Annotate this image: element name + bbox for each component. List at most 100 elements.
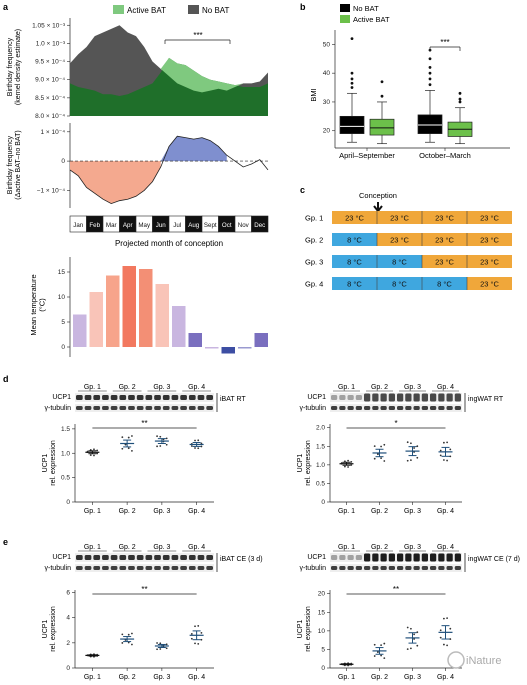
dot-point	[89, 454, 92, 456]
c-conception-arrow-icon	[373, 202, 383, 213]
blot-band-tubulin	[188, 406, 196, 410]
a3-month-label: Dec	[254, 222, 265, 229]
blot-band-tubulin	[110, 566, 118, 570]
a3-bar	[106, 275, 120, 347]
dot-point	[190, 633, 193, 635]
blot-row-label-ucp1: UCP1	[307, 554, 326, 561]
dot-point	[383, 642, 386, 645]
blot-band-ucp1	[145, 395, 153, 400]
dot-ytick-label: 0.5	[316, 480, 325, 487]
dot-point	[156, 445, 158, 448]
blot-band-tubulin	[339, 566, 346, 570]
dot-point	[159, 642, 162, 645]
b-outlier	[458, 100, 462, 104]
blot-band-tubulin	[93, 406, 101, 410]
dot-xtick-label: Gp. 4	[188, 674, 205, 681]
c-cell-label: 8 °C	[392, 280, 407, 289]
blot-band-ucp1	[446, 553, 453, 562]
dot-xtick-label: Gp. 4	[437, 508, 454, 515]
c-cell-label: 8 °C	[347, 280, 362, 289]
blot-band-ucp1	[339, 395, 346, 400]
dot-point	[413, 447, 415, 449]
blot-band-tubulin	[128, 566, 135, 570]
blot-band-ucp1	[180, 395, 187, 400]
blot-band-ucp1	[76, 555, 83, 560]
dot-point	[439, 449, 442, 452]
dot-point	[350, 460, 353, 463]
dot-point	[127, 447, 130, 450]
blot-band-ucp1	[197, 555, 205, 560]
blot-band-ucp1	[128, 395, 135, 400]
chart-e-left-ibat-ce: Gp. 1 Gp. 2 Gp. 3 Gp. 4 UCP1 γ-tubulin iBAT CE…	[42, 544, 263, 681]
blot-band-ucp1	[171, 555, 179, 560]
dot-point	[347, 459, 349, 462]
a3-month-label: Jul	[173, 222, 181, 229]
dot-ytick-label: 2.0	[316, 425, 325, 432]
blot-row-label-ucp1: UCP1	[52, 394, 71, 401]
blot-group-label: Gp. 4	[188, 384, 205, 391]
dot-ytick-label: 6	[66, 590, 70, 597]
blot-band-ucp1	[372, 393, 379, 402]
dot-point	[159, 445, 162, 447]
dot-point	[443, 459, 445, 461]
dot-point	[410, 459, 412, 461]
blot-group-label: Gp. 1	[338, 384, 355, 391]
dot-point	[449, 455, 452, 458]
dot-point	[200, 631, 203, 634]
dot-ytick-label: 1.0	[316, 462, 325, 469]
dot-ytick-label: 0	[321, 665, 325, 672]
blot-band-tubulin	[154, 566, 161, 570]
a1-ytick-label: 1.0 × 10⁻³	[36, 40, 66, 47]
blot-band-ucp1	[136, 555, 144, 560]
blot-band-ucp1	[421, 553, 428, 562]
dot-significance: *	[394, 419, 397, 428]
blot-tissue-label: iBAT RT	[220, 396, 246, 403]
blot-band-tubulin	[102, 566, 109, 570]
blot-band-ucp1	[154, 395, 161, 400]
blot-band-tubulin	[347, 406, 354, 410]
dot-point	[197, 447, 200, 450]
c-cell-label: 8 °C	[437, 280, 452, 289]
blot-row-label-tubulin: γ-tubulin	[45, 405, 72, 412]
a1-ytick-label: 9.5 × 10⁻⁴	[35, 59, 65, 66]
blot-band-tubulin	[180, 566, 187, 570]
b-outlier	[428, 83, 432, 87]
blot-band-ucp1	[364, 553, 371, 562]
dot-point	[93, 454, 95, 457]
blot-group-label: Gp. 2	[371, 544, 388, 551]
blot-band-tubulin	[388, 406, 395, 410]
blot-band-ucp1	[413, 553, 420, 562]
chart-a1-birthday-density: 1.05 × 10⁻³ 1.0 × 10⁻³ 9.5 × 10⁻⁴ 9.0 × 10⁻…	[7, 5, 268, 120]
a1-legend-swatch-active	[113, 5, 124, 14]
blot-band-ucp1	[171, 395, 179, 400]
blot-group-label: Gp. 4	[188, 544, 205, 551]
blot-band-tubulin	[372, 406, 379, 410]
dot-point	[197, 439, 200, 442]
dot-point	[127, 641, 130, 644]
dot-point	[446, 644, 448, 647]
c-cell-label: 23 °C	[390, 236, 409, 245]
blot-band-tubulin	[84, 406, 92, 410]
dot-point	[194, 439, 196, 442]
b-outlier	[350, 81, 354, 85]
a3-bar	[139, 269, 153, 347]
a3-month-label: Jun	[156, 222, 167, 229]
c-cell	[467, 255, 512, 268]
dot-point	[190, 445, 193, 447]
blot-band-ucp1	[355, 555, 362, 560]
dot-point	[373, 655, 376, 657]
blot-band-tubulin	[355, 566, 362, 570]
blot-band-tubulin	[364, 406, 371, 410]
blot-band-tubulin	[119, 406, 127, 410]
blot-band-tubulin	[372, 566, 379, 570]
a1-ylabel: Birthday frequency(kernel density estima…	[7, 29, 22, 105]
blot-band-ucp1	[188, 395, 196, 400]
blot-band-tubulin	[438, 406, 445, 410]
blot-group-label: Gp. 3	[153, 544, 170, 551]
c-cell	[332, 233, 377, 246]
c-cell-label: 23 °C	[480, 214, 499, 223]
blot-strip-tubulin	[75, 564, 214, 572]
dot-point	[446, 441, 448, 444]
a1-ytick-label: 1.05 × 10⁻³	[32, 22, 66, 29]
c-cell	[422, 277, 467, 290]
